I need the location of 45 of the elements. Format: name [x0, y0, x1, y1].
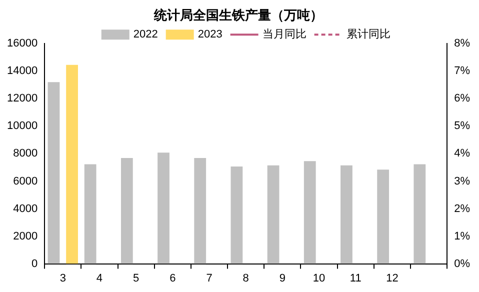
y-tick-label: 6000 [13, 175, 38, 188]
y2-tick-label: 1% [454, 230, 470, 242]
y2-tick-label: 6% [454, 92, 470, 105]
bar [66, 64, 78, 264]
chart-title: 统计局全国生铁产量（万吨） [153, 7, 323, 22]
x-tick-label: 3 [60, 272, 66, 284]
y-tick-label: 10000 [6, 120, 38, 132]
legend-label: 2022 [133, 28, 158, 41]
y2-tick-label: 3% [454, 175, 470, 188]
bar [194, 158, 206, 264]
bar [84, 164, 96, 264]
y2-tick-label: 7% [454, 65, 470, 78]
bar [120, 158, 133, 264]
bar [340, 165, 352, 264]
bar [377, 170, 390, 264]
x-tick-label: 5 [133, 272, 140, 284]
y-tick-label: 2000 [13, 230, 38, 242]
x-tick-label: 12 [386, 272, 398, 284]
legend-label: 当月同比 [262, 28, 306, 41]
legend-label: 累计同比 [346, 28, 390, 41]
y2-tick-label: 0% [454, 258, 470, 270]
x-tick-label: 4 [96, 272, 103, 284]
bar [267, 165, 280, 264]
y-tick-label: 8000 [13, 148, 38, 160]
x-tick-label: 9 [279, 272, 286, 284]
bar [158, 152, 170, 264]
y2-tick-label: 5% [454, 120, 470, 132]
y-tick-label: 4000 [13, 202, 38, 215]
bar [304, 161, 316, 264]
y2-tick-label: 8% [454, 38, 470, 50]
x-tick-label: 6 [170, 272, 176, 284]
y2-tick-label: 4% [454, 148, 470, 160]
y-tick-label: 12000 [6, 92, 38, 105]
y2-tick-label: 2% [454, 202, 470, 215]
bar [48, 82, 60, 264]
bar [230, 166, 243, 264]
x-tick-label: 11 [350, 272, 362, 284]
x-tick-label: 8 [242, 272, 249, 284]
bar [414, 164, 426, 264]
y-tick-label: 0 [31, 258, 38, 270]
x-tick-label: 7 [206, 272, 212, 284]
x-tick-label: 10 [312, 272, 326, 284]
y-tick-label: 16000 [6, 38, 38, 50]
y-tick-label: 14000 [6, 65, 38, 78]
legend-label: 2023 [198, 28, 222, 41]
